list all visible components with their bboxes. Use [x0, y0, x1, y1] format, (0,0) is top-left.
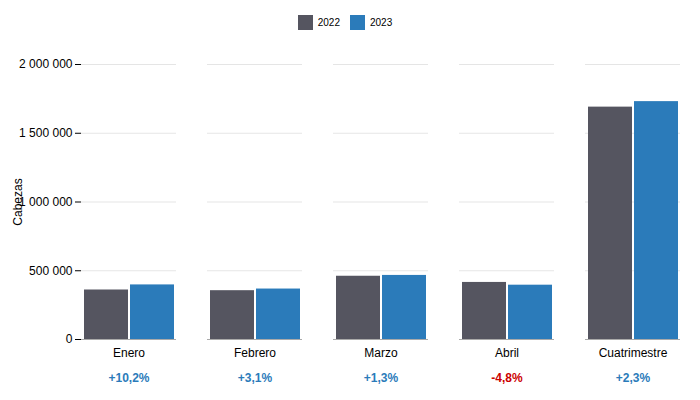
svg-text:+1,3%: +1,3% [364, 371, 399, 385]
svg-text:Enero: Enero [113, 346, 145, 360]
svg-text:+3,1%: +3,1% [238, 371, 273, 385]
svg-text:0: 0 [66, 332, 73, 346]
html-text:2022: 2022 [317, 17, 340, 28]
svg-text:Cuatrimestre: Cuatrimestre [599, 346, 668, 360]
svg-text:Febrero: Febrero [234, 346, 276, 360]
svg-text:Cabezas: Cabezas [11, 178, 25, 225]
svg-text:-4,8%: -4,8% [491, 371, 523, 385]
html-text:2023: 2023 [370, 17, 393, 28]
svg-text:+2,3%: +2,3% [616, 371, 651, 385]
svg-text:1 500 000: 1 500 000 [19, 126, 73, 140]
svg-text:+10,2%: +10,2% [108, 371, 149, 385]
svg-text:Abril: Abril [495, 346, 519, 360]
svg-text:500 000: 500 000 [29, 264, 73, 278]
svg-text:Marzo: Marzo [364, 346, 398, 360]
svg-text:2 000 000: 2 000 000 [19, 57, 73, 71]
svg-text:1 000 000: 1 000 000 [19, 195, 73, 209]
